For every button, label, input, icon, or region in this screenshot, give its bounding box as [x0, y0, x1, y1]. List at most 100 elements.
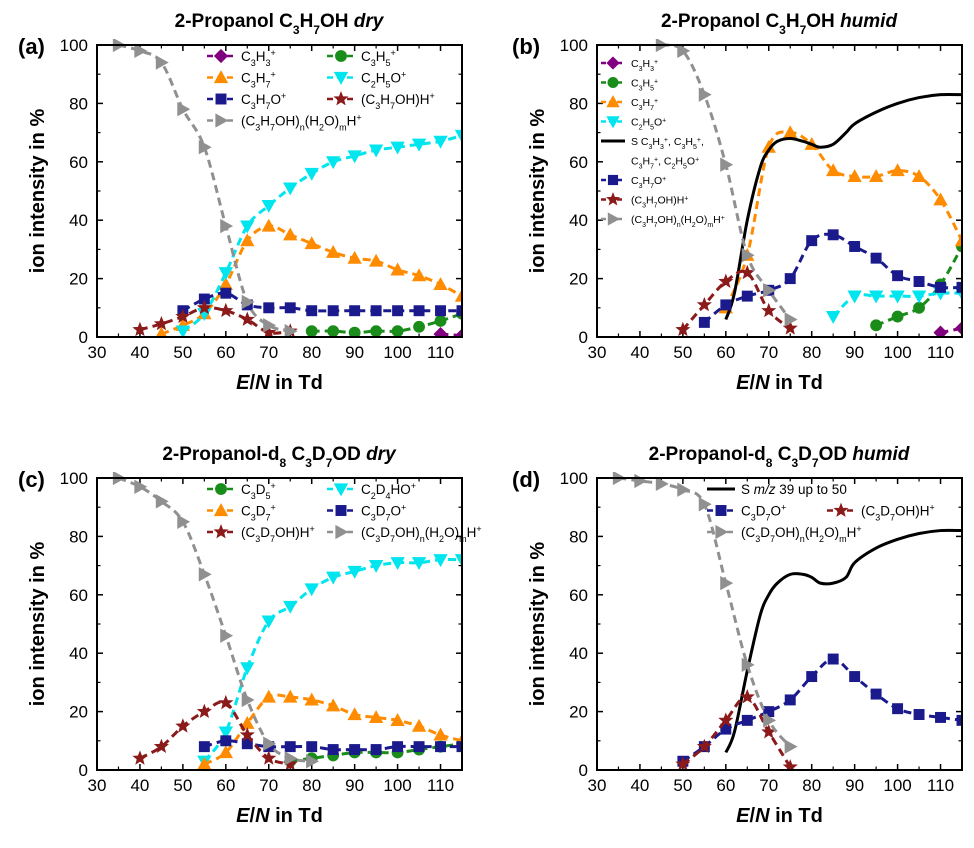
- data-point: [305, 325, 318, 337]
- data-point: [825, 163, 841, 177]
- data-point: [892, 270, 904, 282]
- data-point: [241, 294, 255, 310]
- legend-item: C3H7O+: [207, 91, 286, 111]
- data-point: [413, 305, 425, 317]
- chart-title: 2-Propanol-d8 C3D7OD dry: [162, 444, 397, 470]
- data-point: [413, 741, 425, 753]
- legend-label: S C3H3+, C3H5+,: [631, 136, 704, 151]
- y-tick-label: 0: [579, 761, 588, 780]
- data-point: [155, 55, 169, 70]
- data-point: [390, 141, 405, 155]
- x-tick-label: 100: [883, 776, 911, 795]
- data-point: [434, 315, 447, 327]
- legend-item: C3D5+: [207, 481, 276, 501]
- legend-marker: [335, 505, 347, 516]
- legend-marker: [607, 77, 619, 89]
- data-point: [891, 310, 904, 323]
- data-point: [911, 290, 927, 304]
- data-point: [435, 741, 446, 753]
- data-point: [240, 233, 255, 247]
- legend-item: C3H3+: [601, 56, 658, 73]
- data-point: [784, 312, 798, 327]
- data-point: [411, 268, 427, 282]
- x-tick-label: 60: [716, 776, 735, 795]
- series-c3d7oh-h: [132, 694, 298, 770]
- data-point: [175, 308, 191, 323]
- data-point: [433, 277, 448, 291]
- legend: C3D5+ C2D4HO+ C3D7+ C3D7O+ (C3D7OH)H+ (C3D7OH…: [207, 481, 482, 544]
- data-point: [741, 657, 755, 673]
- data-point: [283, 227, 298, 241]
- data-point: [347, 150, 362, 164]
- legend-item: C3H7O+: [601, 174, 666, 190]
- data-point: [175, 718, 191, 733]
- x-tick-label: 90: [345, 776, 364, 795]
- data-point: [892, 703, 904, 715]
- data-point: [155, 494, 169, 509]
- axes: 30 40 50 60 70 80 90 100 110 0 20 40 60 80 100: [560, 469, 962, 795]
- data-point: [261, 750, 277, 765]
- data-point: [198, 140, 212, 155]
- data-point: [411, 718, 427, 732]
- data-point: [675, 756, 691, 770]
- legend-label: C3H5+: [631, 78, 658, 93]
- legend-label: C3H7O+: [241, 91, 286, 111]
- data-point: [390, 557, 405, 571]
- x-tick-label: 110: [927, 776, 954, 795]
- x-tick-label: 110: [927, 343, 954, 362]
- x-tick-label: 50: [673, 776, 692, 795]
- y-tick-label: 80: [69, 527, 88, 546]
- y-tick-label: 80: [69, 94, 88, 113]
- legend-marker: [606, 116, 620, 129]
- data-point: [413, 320, 425, 333]
- x-tick-label: 70: [759, 776, 778, 795]
- data-point: [218, 726, 234, 740]
- data-point: [720, 723, 732, 735]
- data-point: [218, 694, 234, 710]
- series-c2d4ho: [197, 554, 462, 769]
- x-tick-label: 60: [216, 343, 235, 362]
- series-line: [618, 476, 792, 748]
- legend-marker: [606, 56, 620, 70]
- legend-item: (C3H7OH)H+: [601, 192, 688, 209]
- data-point: [327, 744, 339, 756]
- legend-marker: [333, 483, 349, 497]
- x-tick-label: 100: [883, 343, 911, 362]
- y-axis-label: ion intensity in %: [527, 542, 549, 707]
- x-tick-label: 110: [427, 343, 454, 362]
- plot-frame: [596, 44, 963, 338]
- plot-frame: [96, 44, 463, 338]
- data-point: [849, 241, 861, 252]
- data-point: [240, 662, 255, 676]
- data-point: [761, 302, 777, 318]
- data-point: [263, 318, 277, 333]
- data-point: [325, 698, 341, 712]
- x-tick-label: 60: [716, 343, 735, 362]
- x-tick-label: 70: [259, 343, 278, 362]
- data-point: [411, 557, 427, 571]
- data-point: [347, 250, 362, 264]
- panel-a: 2-Propanol C3H7OH dry (a) 30 40 50 60 70 80 90 10…: [18, 11, 463, 394]
- data-point: [870, 252, 882, 264]
- data-point: [454, 328, 462, 337]
- data-point: [368, 253, 384, 267]
- x-tick-label: 90: [845, 776, 864, 795]
- legend-label: C3H3+: [241, 48, 276, 68]
- series-line: [681, 695, 792, 768]
- legend-marker: [333, 71, 349, 85]
- data-point: [935, 281, 946, 293]
- data-point: [870, 319, 883, 332]
- data-point: [325, 571, 341, 585]
- data-point: [220, 287, 232, 299]
- legend-label: C2H5O+: [361, 70, 406, 90]
- x-tick-label: 40: [630, 776, 649, 795]
- legend-marker: [215, 113, 229, 128]
- data-point: [782, 759, 798, 770]
- y-tick-label: 60: [569, 586, 588, 605]
- legend-marker: [213, 48, 229, 64]
- legend-marker: [335, 50, 347, 62]
- data-point: [370, 305, 382, 317]
- data-point: [868, 169, 884, 183]
